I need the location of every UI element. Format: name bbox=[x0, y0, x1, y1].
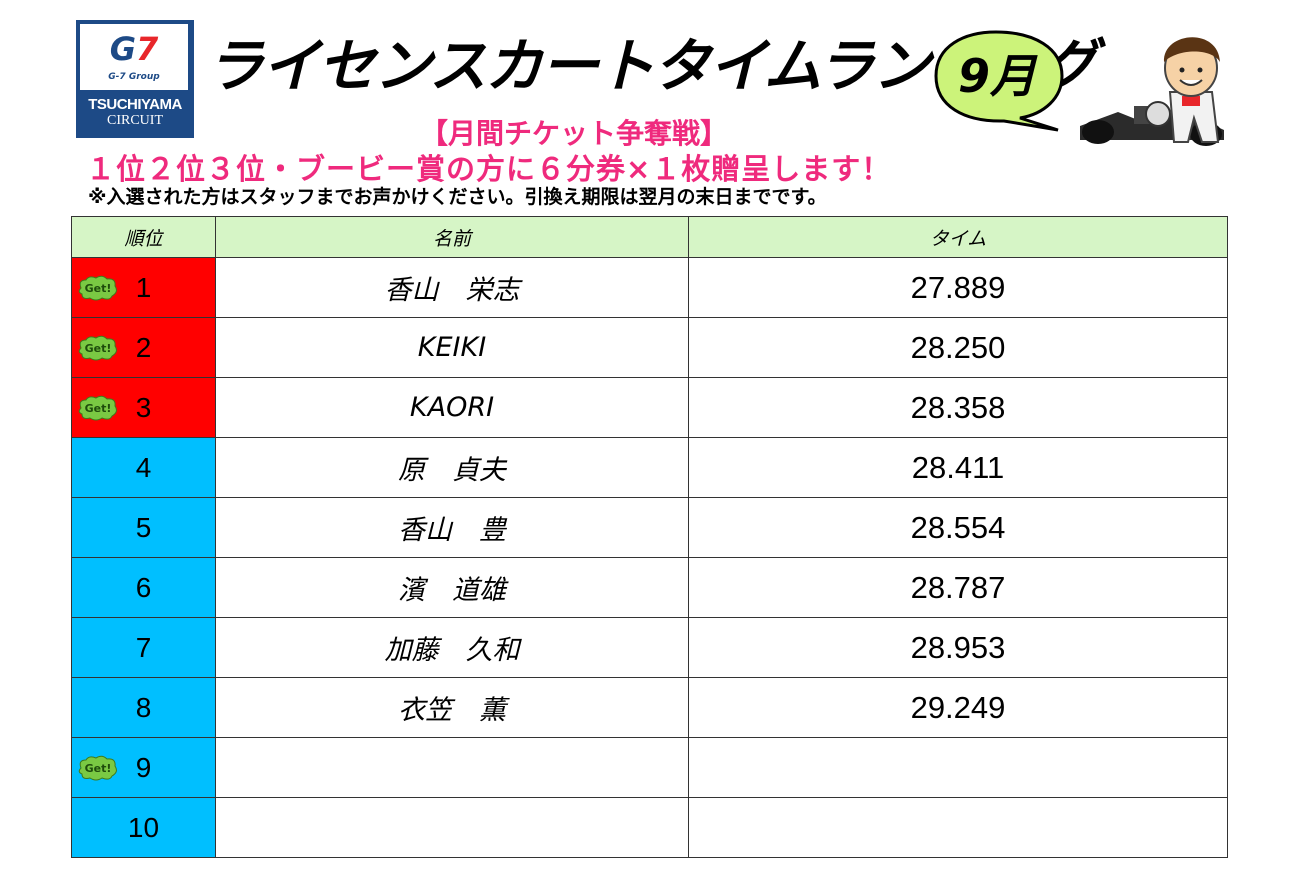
table-row: 10 bbox=[71, 797, 1228, 858]
driver-name-cell bbox=[215, 797, 689, 858]
table-row: Get! 3 KAORI 28.358 bbox=[71, 377, 1228, 438]
rank-number: 7 bbox=[135, 631, 152, 663]
logo-group-text: G-7 Group bbox=[108, 72, 160, 82]
rank-cell: 8 bbox=[71, 677, 216, 738]
get-badge-label: Get! bbox=[85, 282, 112, 295]
logo-line2: CIRCUIT bbox=[107, 113, 163, 128]
lap-time-cell bbox=[688, 797, 1228, 858]
rank-cell: Get! 2 bbox=[71, 317, 216, 378]
get-badge-icon: Get! bbox=[78, 395, 117, 421]
rank-cell: 6 bbox=[71, 557, 216, 618]
month-speech-bubble: 9月 bbox=[924, 26, 1074, 132]
get-badge-label: Get! bbox=[85, 762, 112, 775]
lap-time-cell: 27.889 bbox=[688, 257, 1228, 318]
lap-time-cell: 28.787 bbox=[688, 557, 1228, 618]
driver-name-cell: 原 貞夫 bbox=[215, 437, 689, 498]
kart-driver-mascot-icon bbox=[1080, 37, 1224, 146]
table-row: 7 加藤 久和 28.953 bbox=[71, 617, 1228, 678]
redemption-note: ※入選された方はスタッフまでお声かけください。引換え期限は翌月の末日までです。 bbox=[88, 186, 827, 208]
rank-number: 1 bbox=[135, 271, 152, 303]
driver-name-cell: KAORI bbox=[215, 377, 689, 438]
rank-number: 10 bbox=[127, 811, 160, 843]
rank-cell: Get! 3 bbox=[71, 377, 216, 438]
rank-column-header: 順位 bbox=[71, 216, 216, 258]
table-header-row: 順位 名前 タイム bbox=[71, 216, 1228, 258]
page-title: ライセンスカートタイムランキング bbox=[206, 32, 1097, 100]
driver-name-cell: 香山 豊 bbox=[215, 497, 689, 558]
rank-cell: 4 bbox=[71, 437, 216, 498]
lap-time-cell: 28.250 bbox=[688, 317, 1228, 378]
rank-number: 2 bbox=[135, 331, 152, 363]
table-row: Get! 1 香山 栄志 27.889 bbox=[71, 257, 1228, 318]
table-row: Get! 2 KEIKI 28.250 bbox=[71, 317, 1228, 378]
table-row: 4 原 貞夫 28.411 bbox=[71, 437, 1228, 498]
rank-number: 9 bbox=[135, 751, 152, 783]
get-badge-icon: Get! bbox=[78, 755, 117, 781]
rank-cell: 7 bbox=[71, 617, 216, 678]
table-row: 5 香山 豊 28.554 bbox=[71, 497, 1228, 558]
prize-announcement: １位２位３位・ブービー賞の方に６分券×１枚贈呈します！ bbox=[86, 152, 892, 186]
lap-time-cell: 28.411 bbox=[688, 437, 1228, 498]
lap-time-cell: 28.554 bbox=[688, 497, 1228, 558]
lap-time-cell: 28.953 bbox=[688, 617, 1228, 678]
driver-name-cell: 加藤 久和 bbox=[215, 617, 689, 678]
rank-number: 5 bbox=[135, 511, 152, 543]
g7-logo-mark: G7 G-7 Group bbox=[80, 24, 188, 90]
time-column-header: タイム bbox=[688, 216, 1228, 258]
rank-number: 3 bbox=[135, 391, 152, 423]
table-row: 6 濱 道雄 28.787 bbox=[71, 557, 1228, 618]
logo-line1: TSUCHIYAMA bbox=[88, 96, 182, 113]
rank-cell: Get! 9 bbox=[71, 737, 216, 798]
campaign-subtitle: 【月間チケット争奪戦】 bbox=[420, 117, 729, 150]
get-badge-icon: Get! bbox=[78, 335, 117, 361]
rank-number: 6 bbox=[135, 571, 152, 603]
month-label: 9月 bbox=[957, 49, 1036, 103]
driver-name-cell bbox=[215, 737, 689, 798]
rank-number: 4 bbox=[135, 451, 152, 483]
name-column-header: 名前 bbox=[215, 216, 689, 258]
table-row: Get! 9 bbox=[71, 737, 1228, 798]
rank-cell: 5 bbox=[71, 497, 216, 558]
tsuchiyama-circuit-logo: G7 G-7 Group TSUCHIYAMA CIRCUIT bbox=[76, 20, 194, 138]
get-badge-label: Get! bbox=[85, 402, 112, 415]
rank-number: 8 bbox=[135, 691, 152, 723]
g7-brand-mark: G7 bbox=[109, 30, 159, 68]
driver-name-cell: 香山 栄志 bbox=[215, 257, 689, 318]
lap-time-cell: 28.358 bbox=[688, 377, 1228, 438]
driver-name-cell: 衣笠 薫 bbox=[215, 677, 689, 738]
table-row: 8 衣笠 薫 29.249 bbox=[71, 677, 1228, 738]
rank-cell: 10 bbox=[71, 797, 216, 858]
get-badge-label: Get! bbox=[85, 342, 112, 355]
driver-name-cell: KEIKI bbox=[215, 317, 689, 378]
ranking-table: 順位 名前 タイム Get! 1 香山 栄志 27.889 Get! 2 KEIKI 28.2… bbox=[71, 216, 1228, 858]
rank-cell: Get! 1 bbox=[71, 257, 216, 318]
lap-time-cell: 29.249 bbox=[688, 677, 1228, 738]
get-badge-icon: Get! bbox=[78, 275, 117, 301]
driver-name-cell: 濱 道雄 bbox=[215, 557, 689, 618]
lap-time-cell bbox=[688, 737, 1228, 798]
